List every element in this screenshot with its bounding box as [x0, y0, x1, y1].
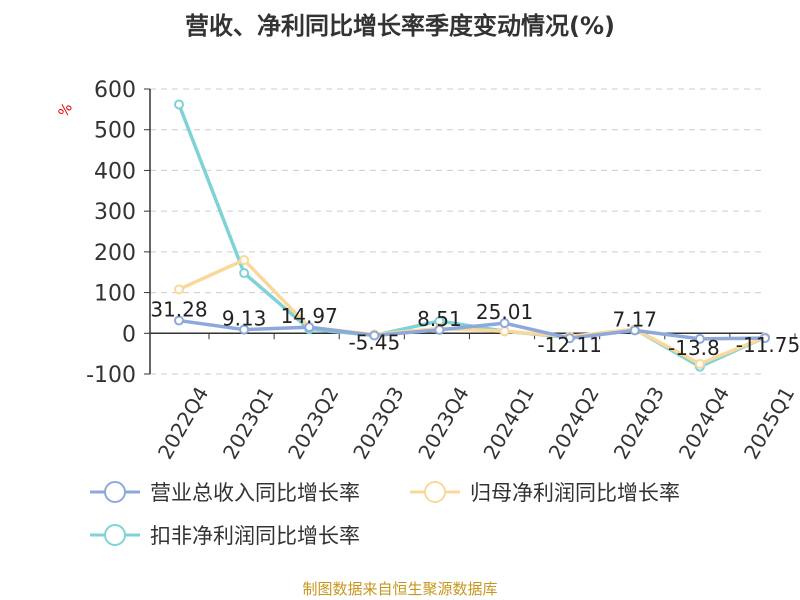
y-tick-label: 600 — [94, 78, 136, 103]
data-label: 14.97 — [281, 304, 338, 328]
chart-title: 营收、净利同比增长率季度变动情况(%) — [185, 12, 615, 40]
y-tick-label: 300 — [94, 200, 136, 225]
y-tick-label: 500 — [94, 119, 136, 144]
data-point — [174, 99, 184, 110]
legend-marker — [424, 481, 446, 503]
y-tick-label: 100 — [94, 282, 136, 307]
x-tick-label: 2023Q3 — [348, 383, 408, 464]
data-label: 9.13 — [222, 307, 267, 331]
series-line — [178, 318, 766, 341]
y-tick-label: 400 — [94, 159, 136, 184]
x-tick-label: 2023Q1 — [218, 383, 278, 464]
y-tick-label: -100 — [86, 363, 136, 388]
data-point — [629, 325, 640, 336]
data-point — [499, 318, 510, 329]
y-tick-label: 0 — [122, 322, 136, 347]
data-label: 25.01 — [476, 300, 533, 324]
data-label: 8.51 — [417, 307, 462, 331]
data-point — [499, 326, 510, 337]
legend-label: 营业总收入同比增长率 — [150, 481, 360, 505]
x-tick-label: 2024Q3 — [609, 383, 669, 464]
x-tick-label: 2024Q2 — [544, 383, 604, 464]
legend-marker — [104, 524, 126, 546]
data-point — [760, 333, 770, 344]
legend-marker — [104, 481, 126, 503]
x-tick-label: 2022Q4 — [153, 383, 213, 464]
x-tick-label: 2023Q2 — [283, 383, 343, 464]
data-point — [174, 315, 184, 326]
x-tick-label: 2024Q1 — [478, 383, 538, 464]
data-point — [564, 333, 575, 344]
data-point — [239, 255, 250, 265]
data-label: -13.8 — [668, 336, 720, 360]
series-line — [178, 257, 766, 366]
data-label: 7.17 — [613, 307, 658, 331]
data-point — [239, 324, 250, 335]
x-tick-label: 2023Q4 — [413, 383, 473, 464]
legend-label: 扣非净利润同比增长率 — [150, 524, 360, 548]
data-label: -11.75 — [736, 333, 800, 357]
source-note: 制图数据来自恒生聚源数据库 — [302, 580, 498, 598]
data-point — [694, 333, 705, 344]
data-point — [434, 324, 445, 335]
x-tick-label: 2025Q1 — [739, 383, 799, 464]
legend-label: 归母净利润同比增长率 — [470, 481, 680, 505]
y-axis-label: % — [56, 100, 77, 120]
data-point — [174, 284, 184, 295]
data-label: -12.11 — [537, 333, 601, 357]
y-tick-label: 200 — [94, 241, 136, 266]
data-point — [694, 358, 705, 369]
data-point — [304, 322, 315, 333]
data-label: 31.28 — [150, 298, 207, 322]
x-tick-label: 2024Q4 — [674, 383, 734, 464]
data-point — [369, 330, 380, 341]
data-label: -5.45 — [348, 331, 400, 355]
data-point — [239, 268, 250, 279]
